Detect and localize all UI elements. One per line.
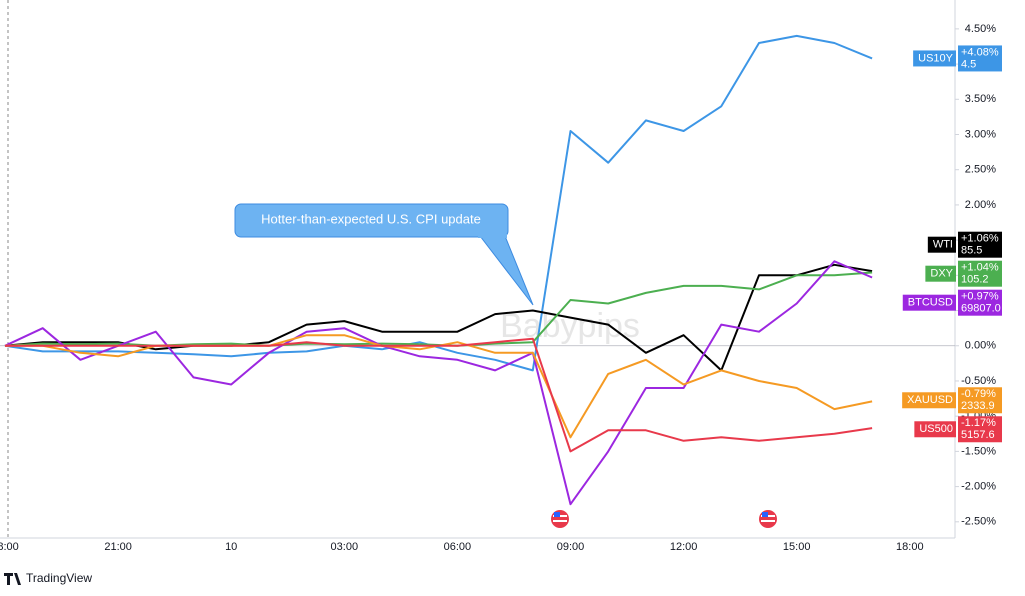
series-badge: +1.06%85.5 WTI (927, 231, 1002, 258)
y-tick-label: 3.50% (965, 93, 996, 105)
badge-change: +0.97% (961, 291, 999, 303)
badge-change: +4.08% (961, 46, 999, 58)
badge-price: 105.2 (961, 274, 989, 286)
y-tick-label: 2.00% (965, 199, 996, 211)
series-badge: +4.08%4.5 US10Y (913, 45, 1002, 72)
annotation-text: Hotter-than-expected U.S. CPI update (261, 211, 481, 226)
badge-name-box (914, 421, 956, 438)
series-badge: +1.04%105.2 DXY (925, 260, 1002, 287)
badge-change: +1.06% (961, 233, 999, 245)
legend-label: BTCUSD (908, 297, 953, 309)
legend-label: US500 (919, 423, 953, 435)
x-tick-label: 12:00 (670, 541, 698, 553)
x-tick-label: 10 (225, 541, 237, 553)
badge-value-box (958, 289, 1002, 316)
badge-value-box (958, 231, 1002, 258)
annotation: Hotter-than-expected U.S. CPI update (234, 203, 534, 306)
legend-label: US10Y (918, 52, 954, 64)
y-tick-label: -2.50% (961, 516, 996, 528)
series-badge: -0.79%2333.9 XAUUSD (902, 387, 1002, 414)
badge-price: 85.5 (961, 245, 982, 257)
series-line (4, 260, 873, 506)
event-icon (759, 510, 777, 528)
brand-text: TradingView (26, 571, 92, 585)
badge-price: 69807.0 (961, 303, 1001, 315)
legend-label: XAUUSD (907, 394, 953, 406)
badge-name-box (902, 294, 956, 311)
badge-price: 5157.6 (961, 429, 995, 441)
badge-name-box (927, 236, 956, 253)
y-tick-label: -2.00% (961, 481, 996, 493)
y-tick-label: -1.50% (961, 445, 996, 457)
badge-value-box (958, 260, 1002, 287)
badge-change: -1.17% (961, 417, 996, 429)
legend-label: DXY (930, 268, 953, 280)
event-icon (551, 510, 569, 528)
plot (0, 34, 955, 506)
badge-value-box (958, 45, 1002, 72)
x-tick-label: 18:00 (896, 541, 924, 553)
badge-change: -0.79% (961, 388, 996, 400)
legend-label: WTI (933, 239, 953, 251)
series-line (4, 34, 873, 372)
x-tick-label: 15:00 (783, 541, 811, 553)
x-tick-label: 21:00 (104, 541, 132, 553)
badge-name-box (913, 50, 956, 67)
series-badge: +0.97%69807.0 BTCUSD (902, 289, 1002, 316)
y-tick-label: 3.00% (965, 128, 996, 140)
x-tick-label: 03:00 (331, 541, 359, 553)
x-tick-label: 18:00 (0, 541, 19, 553)
y-tick-label: 4.50% (965, 23, 996, 35)
brand: TradingView (4, 571, 92, 585)
x-tick-label: 09:00 (557, 541, 585, 553)
badge-value-box (958, 416, 1002, 443)
badge-price: 4.5 (961, 58, 976, 70)
badge-change: +1.04% (961, 262, 999, 274)
series-line (5, 337, 873, 453)
x-tick-label: 06:00 (444, 541, 472, 553)
badge-price: 2333.9 (961, 400, 995, 412)
y-tick-label: -0.50% (961, 375, 996, 387)
series-badge: -1.17%5157.6 US500 (914, 416, 1002, 443)
y-tick-label: 0.00% (965, 340, 996, 352)
badge-name-box (925, 265, 956, 282)
badge-value-box (958, 387, 1002, 414)
y-tick-label: 2.50% (965, 164, 996, 176)
badge-name-box (902, 392, 956, 409)
